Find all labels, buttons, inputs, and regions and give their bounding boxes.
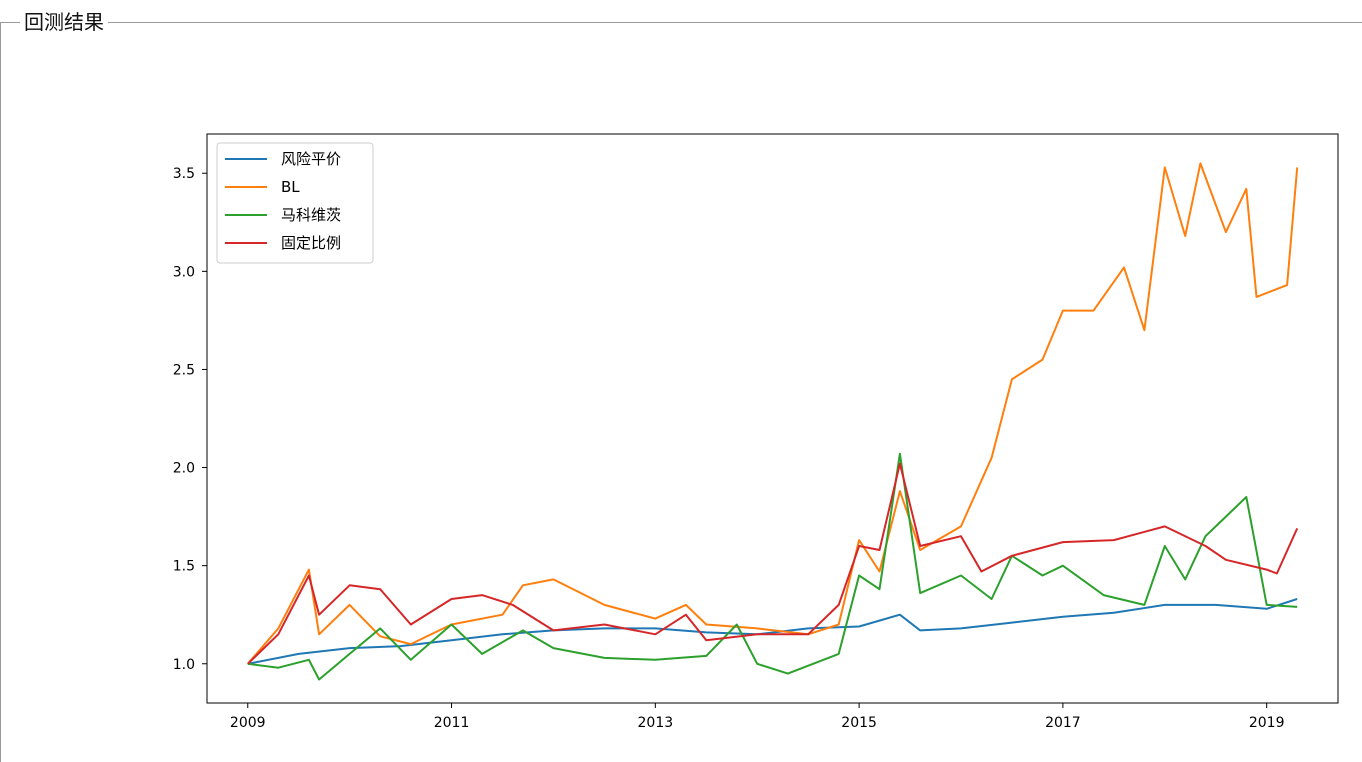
y-tick-label: 1.5 <box>173 559 195 575</box>
legend-label: BL <box>281 178 300 196</box>
series-layer <box>247 162 1299 681</box>
series-line-0 <box>247 598 1298 665</box>
x-axis: 2009 2011 2013 2015 2017 2019 <box>230 703 1285 731</box>
y-tick-label: 2.0 <box>173 461 195 477</box>
y-tick-label: 1.0 <box>173 657 195 673</box>
plot-area <box>206 133 1339 704</box>
series-line-1 <box>247 162 1299 665</box>
x-tick-label: 2013 <box>638 715 674 731</box>
y-tick-label: 3.5 <box>173 166 195 182</box>
groupbox-frame <box>0 22 1362 762</box>
y-axis: 1.0 1.5 2.0 2.5 3.0 3.5 <box>173 166 207 673</box>
groupbox-title: 回测结果 <box>20 8 108 36</box>
x-tick-label: 2011 <box>434 715 470 731</box>
x-tick-label: 2019 <box>1249 715 1285 731</box>
legend-label: 马科维茨 <box>281 206 341 224</box>
legend-label: 风险平价 <box>281 150 341 168</box>
x-tick-label: 2009 <box>230 715 266 731</box>
legend-label: 固定比例 <box>281 234 341 252</box>
x-tick-label: 2015 <box>841 715 877 731</box>
legend-box <box>216 142 374 264</box>
series-line-2 <box>247 452 1298 681</box>
series-line-3 <box>247 462 1299 665</box>
y-tick-label: 3.0 <box>173 264 195 280</box>
y-tick-label: 2.5 <box>173 362 195 378</box>
x-tick-label: 2017 <box>1045 715 1081 731</box>
